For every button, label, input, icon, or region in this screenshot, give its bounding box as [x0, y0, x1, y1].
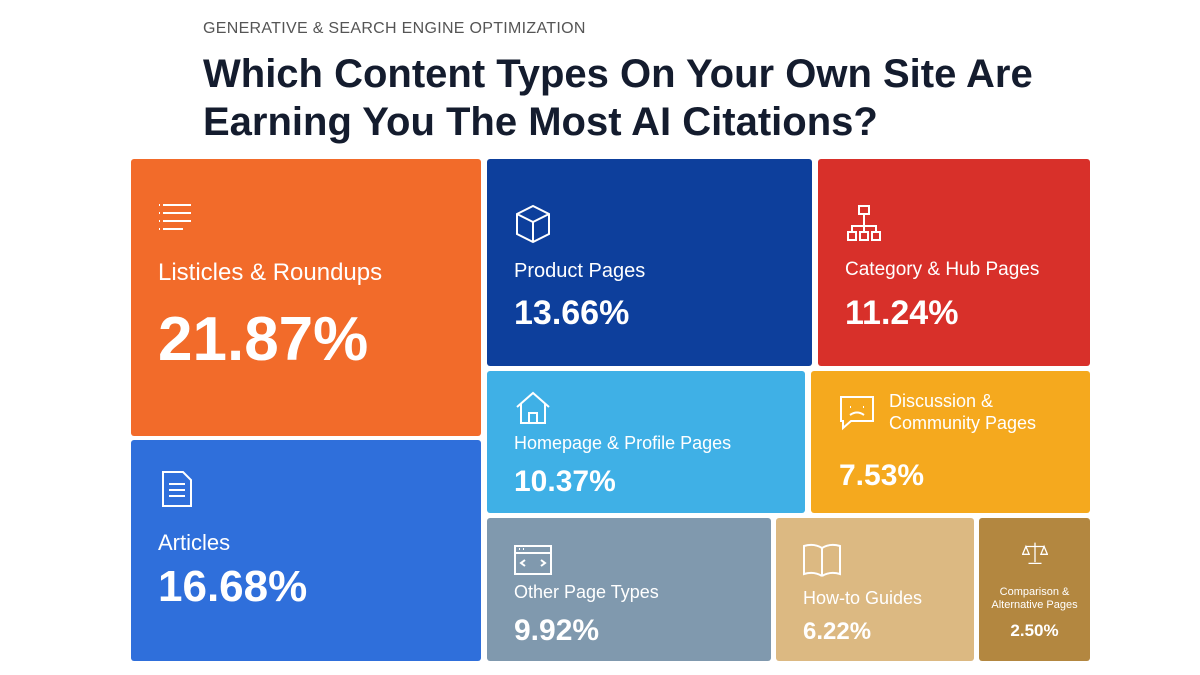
tile-label: Discussion & Community Pages	[889, 391, 1037, 433]
tile-value: 2.50%	[1010, 621, 1059, 640]
tile: Listicles & Roundups 21.87%	[131, 159, 481, 436]
icon	[159, 204, 191, 230]
tile-value: 7.53%	[839, 459, 925, 492]
icon	[803, 543, 841, 577]
tile-label: How-to Guides	[803, 588, 923, 608]
tile-value: 16.68%	[158, 562, 308, 611]
tile: How-to Guides 6.22%	[776, 518, 974, 661]
tile-label: Product Pages	[514, 260, 646, 282]
tile: Discussion & Community Pages 7.53%	[811, 371, 1090, 513]
tile-label: Articles	[158, 530, 231, 555]
tile-value: 13.66%	[514, 294, 630, 332]
tile-value: 21.87%	[158, 305, 369, 374]
tile: Homepage & Profile Pages 10.37%	[487, 371, 805, 513]
chart-title: Which Content Types On Your Own Site Are…	[203, 52, 1033, 144]
tile-label: Comparison & Alternative Pages	[991, 586, 1078, 612]
tile-value: 11.24%	[845, 294, 959, 332]
tile: Category & Hub Pages 11.24%	[818, 159, 1090, 366]
icon	[840, 396, 874, 431]
tile-value: 10.37%	[514, 465, 616, 498]
icon	[516, 204, 550, 244]
icon	[162, 471, 192, 507]
tile: Other Page Types 9.92%	[487, 518, 771, 661]
chart-subtitle: GENERATIVE & SEARCH ENGINE OPTIMIZATION	[203, 20, 586, 37]
icon	[516, 391, 550, 424]
tile-label: Listicles & Roundups	[158, 259, 383, 286]
tile: Product Pages 13.66%	[487, 159, 812, 366]
tile-value: 6.22%	[803, 618, 872, 645]
icon	[847, 205, 881, 241]
tile: Comparison & Alternative Pages 2.50%	[979, 518, 1090, 661]
tile-label: Other Page Types	[514, 582, 659, 602]
tile-label: Category & Hub Pages	[845, 259, 1040, 280]
tile-label: Homepage & Profile Pages	[514, 433, 732, 453]
icon	[514, 545, 552, 575]
tile-value: 9.92%	[514, 614, 600, 647]
icon	[1021, 542, 1048, 565]
tile: Articles 16.68%	[131, 440, 481, 661]
